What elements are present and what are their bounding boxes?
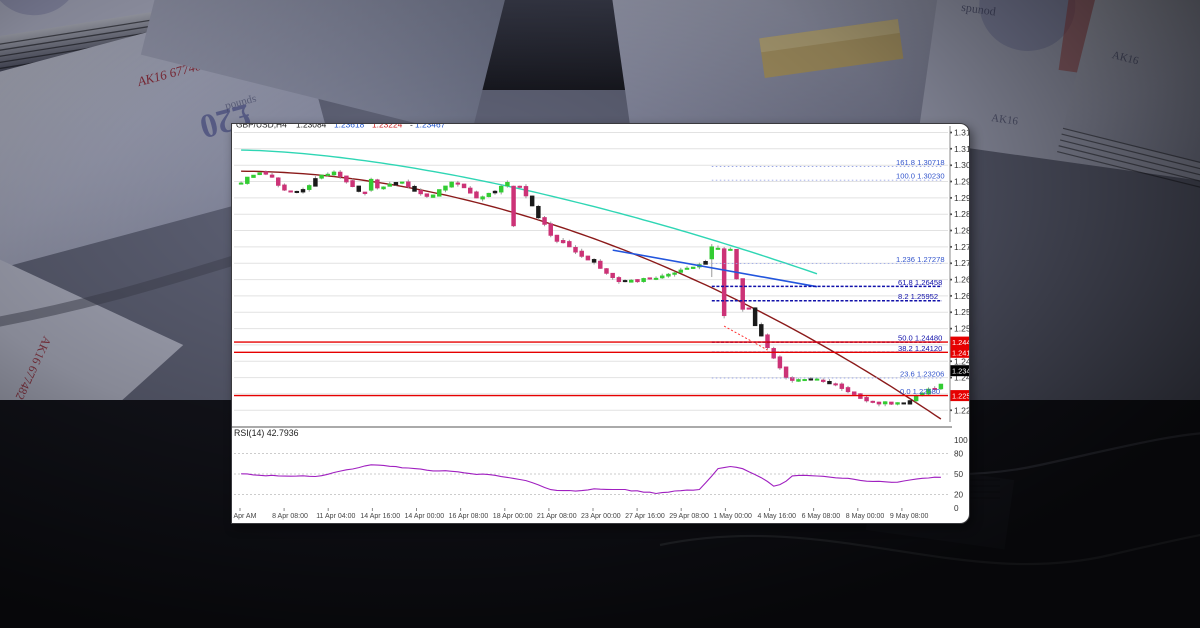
svg-text:1.24480: 1.24480 — [952, 338, 970, 347]
svg-text:4 Apr AM: 4 Apr AM — [231, 513, 257, 520]
svg-text:9 May 08:00: 9 May 08:00 — [890, 513, 929, 520]
svg-text:1.23084: 1.23084 — [296, 123, 327, 130]
svg-text:6 May 08:00: 6 May 08:00 — [802, 513, 841, 520]
svg-text:38.2 1.24120: 38.2 1.24120 — [898, 344, 942, 353]
svg-text:GBP/USD,H4: GBP/USD,H4 — [236, 123, 287, 130]
svg-text:1.236 1.27278: 1.236 1.27278 — [896, 255, 945, 264]
svg-text:8 May 00:00: 8 May 00:00 — [846, 513, 885, 520]
svg-text:61.8 1.26458: 61.8 1.26458 — [898, 278, 942, 287]
svg-text:27 Apr 16:00: 27 Apr 16:00 — [625, 513, 665, 520]
svg-text:20: 20 — [954, 490, 964, 499]
svg-text:1.27905: 1.27905 — [954, 242, 970, 252]
svg-text:0.0 1.22580: 0.0 1.22580 — [900, 387, 940, 396]
svg-text:50: 50 — [954, 470, 964, 479]
svg-text:1.29965: 1.29965 — [954, 177, 970, 187]
svg-text:1.22900: 1.22900 — [954, 405, 970, 415]
svg-text:1.23467: 1.23467 — [415, 123, 446, 130]
svg-text:1.30590: 1.30590 — [954, 160, 970, 170]
svg-text:RSI(14) 42.7936: RSI(14) 42.7936 — [234, 428, 299, 438]
svg-text:21 Apr 08:00: 21 Apr 08:00 — [537, 513, 577, 520]
svg-text:1.31875: 1.31875 — [954, 128, 970, 138]
svg-text:100: 100 — [954, 436, 968, 445]
svg-text:1.25430: 1.25430 — [954, 324, 970, 334]
svg-text:1.26400: 1.26400 — [954, 291, 970, 301]
svg-text:-: - — [410, 123, 413, 130]
svg-text:1.23224: 1.23224 — [372, 123, 403, 130]
svg-text:80: 80 — [954, 450, 964, 459]
svg-text:11 Apr 04:00: 11 Apr 04:00 — [316, 513, 355, 520]
svg-text:1.26885: 1.26885 — [954, 275, 970, 285]
svg-text:29 Apr 08:00: 29 Apr 08:00 — [669, 513, 709, 520]
svg-text:14 Apr 00:00: 14 Apr 00:00 — [405, 513, 445, 520]
svg-text:161.8 1.30718: 161.8 1.30718 — [896, 158, 945, 167]
svg-text:1.27485: 1.27485 — [954, 258, 970, 268]
svg-text:1.31210: 1.31210 — [954, 144, 970, 154]
svg-text:8.2 1.25952: 8.2 1.25952 — [898, 292, 938, 301]
svg-text:50.0 1.24480: 50.0 1.24480 — [898, 334, 942, 343]
svg-text:1.28890: 1.28890 — [954, 209, 970, 219]
svg-text:0: 0 — [954, 504, 959, 513]
svg-text:1.25965: 1.25965 — [954, 307, 970, 317]
svg-text:16 Apr 08:00: 16 Apr 08:00 — [449, 513, 489, 520]
svg-text:1 May 00:00: 1 May 00:00 — [713, 513, 752, 520]
svg-text:4 May 16:00: 4 May 16:00 — [758, 513, 797, 520]
svg-text:8 Apr 08:00: 8 Apr 08:00 — [272, 513, 308, 520]
svg-text:23.6 1.23206: 23.6 1.23206 — [900, 370, 944, 379]
svg-text:23 Apr 00:00: 23 Apr 00:00 — [581, 513, 621, 520]
svg-text:1.29345: 1.29345 — [954, 193, 970, 203]
svg-text:14 Apr 16:00: 14 Apr 16:00 — [360, 513, 400, 520]
svg-text:1.23618: 1.23618 — [334, 123, 365, 130]
svg-text:1.24120: 1.24120 — [952, 348, 970, 357]
svg-text:100.0 1.30230: 100.0 1.30230 — [896, 172, 945, 181]
svg-text:1.28395: 1.28395 — [954, 226, 970, 236]
svg-text:18 Apr 00:00: 18 Apr 00:00 — [493, 513, 533, 520]
svg-text:1.22580: 1.22580 — [952, 392, 970, 401]
svg-text:1.23467: 1.23467 — [952, 367, 970, 376]
